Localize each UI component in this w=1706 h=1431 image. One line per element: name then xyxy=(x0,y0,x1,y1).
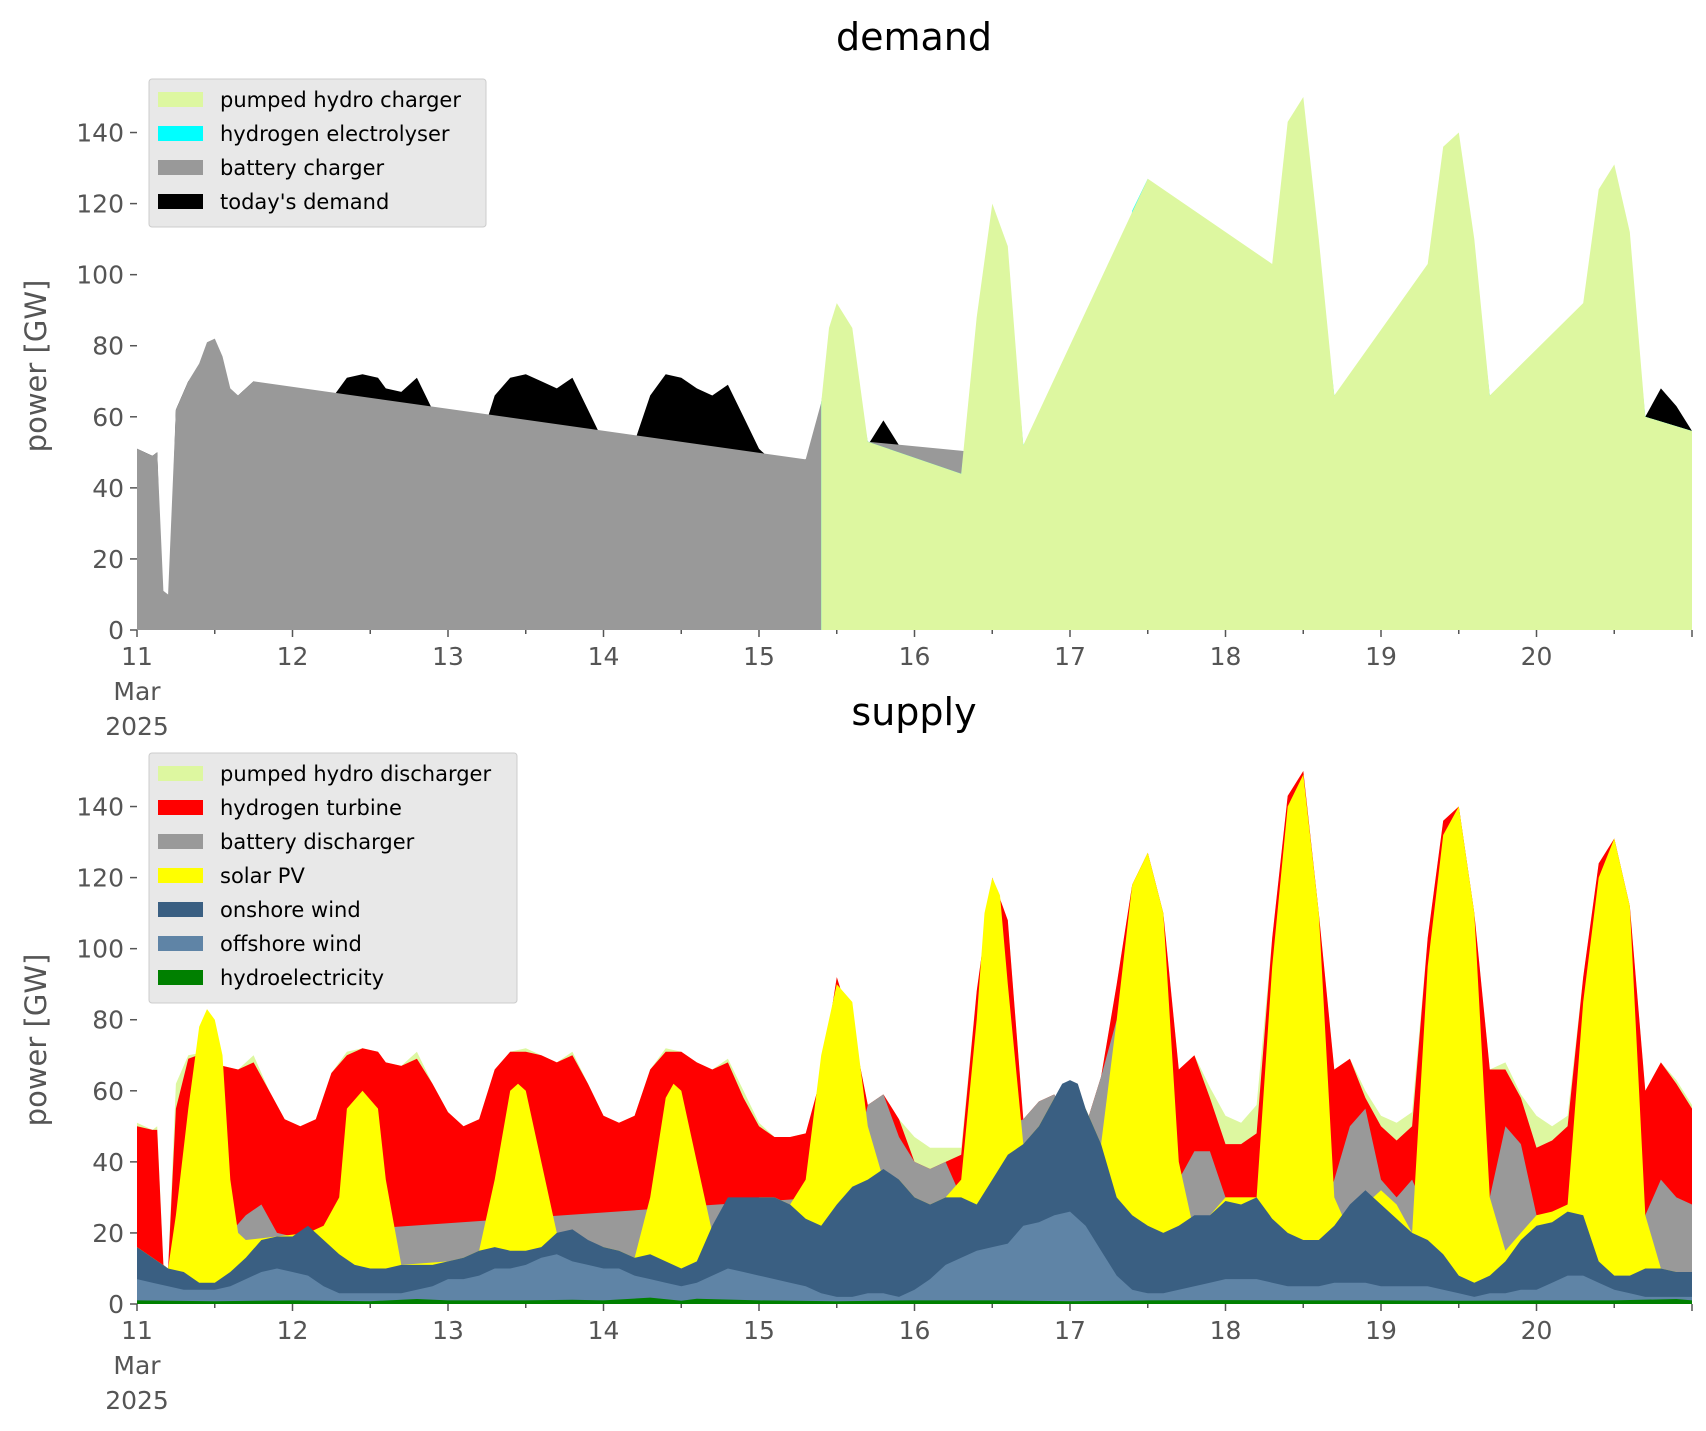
x-tick-label: 18 xyxy=(1210,642,1242,671)
y-tick-label: 80 xyxy=(92,1006,124,1035)
x-tick-label: 16 xyxy=(899,1316,931,1345)
legend-label-onshore-wind: onshore wind xyxy=(220,898,361,922)
x-tick-label: 17 xyxy=(1054,642,1086,671)
legend-swatch-onshore-wind xyxy=(158,902,203,917)
plot-area xyxy=(137,97,1692,630)
x-tick-label: 13 xyxy=(432,1316,464,1345)
y-axis-label: power [GW] xyxy=(19,954,53,1127)
y-axis-label: power [GW] xyxy=(19,280,53,453)
y-tick-label: 40 xyxy=(92,1148,124,1177)
legend-box xyxy=(148,752,518,1004)
x-tick-label: 20 xyxy=(1521,642,1553,671)
x-tick-label: 19 xyxy=(1365,1316,1397,1345)
y-tick-label: 120 xyxy=(76,190,124,219)
legend-label-pumped-hydro-discharger: pumped hydro discharger xyxy=(220,762,491,786)
x-tick-label: 20 xyxy=(1521,1316,1553,1345)
x-tick-year-label: 2025 xyxy=(105,712,169,741)
series-solar-pv-area xyxy=(137,774,1692,1304)
series-onshore-wind-area xyxy=(137,1080,1692,1304)
plot-area xyxy=(137,771,1692,1304)
x-tick-label: 18 xyxy=(1210,1316,1242,1345)
series-pumped-hydro-charger-area xyxy=(821,97,1692,630)
y-tick-label: 20 xyxy=(92,545,124,574)
axes: 0 20 40 60 80 100 120 140 11 Mar 2025 12 13 14 15 16 17 1… xyxy=(76,793,1693,1415)
y-tick-label: 100 xyxy=(76,261,124,290)
x-tick-label: 16 xyxy=(899,642,931,671)
x-tick-label: 13 xyxy=(432,642,464,671)
x-tick-label: 11 xyxy=(121,1316,153,1345)
y-tick-label: 0 xyxy=(108,1290,124,1319)
x-tick-label: 15 xyxy=(743,1316,775,1345)
legend-swatch-solar-pv xyxy=(158,868,203,883)
legend-swatch-hydrogen-electrolyser xyxy=(158,126,203,141)
y-tick-label: 40 xyxy=(92,474,124,503)
legend-swatch-offshore-wind xyxy=(158,936,203,951)
legend-label-offshore-wind: offshore wind xyxy=(220,932,362,956)
legend-swatch-today-s-demand xyxy=(158,194,203,209)
y-tick-label: 60 xyxy=(92,403,124,432)
x-tick-label: 14 xyxy=(588,1316,620,1345)
legend: pumped hydro charger hydrogen electrolyse… xyxy=(148,78,487,228)
legend-label-hydrogen-turbine: hydrogen turbine xyxy=(220,796,402,820)
supply-panel: supply power [GW] 0 20 40 60 80 100 120 140 11 Ma… xyxy=(19,690,1693,1415)
x-tick-label: 14 xyxy=(588,642,620,671)
x-tick-label: 12 xyxy=(277,1316,309,1345)
y-tick-label: 100 xyxy=(76,935,124,964)
axes: 0 20 40 60 80 100 120 140 11 Mar 2025 12 13 14 15 16 17 1… xyxy=(76,119,1693,741)
chart-title: supply xyxy=(851,690,976,734)
legend-swatch-pumped-hydro-charger xyxy=(158,92,203,107)
legend-label-hydrogen-electrolyser: hydrogen electrolyser xyxy=(220,122,450,146)
x-tick-month-label: Mar xyxy=(113,677,161,706)
series-hydroelectricity-area xyxy=(137,1297,1692,1304)
y-tick-label: 120 xyxy=(76,864,124,893)
y-tick-label: 140 xyxy=(76,119,124,148)
legend-label-battery-discharger: battery discharger xyxy=(220,830,415,854)
y-tick-label: 60 xyxy=(92,1077,124,1106)
y-tick-label: 0 xyxy=(108,616,124,645)
legend: pumped hydro discharger hydrogen turbine b… xyxy=(148,752,518,1004)
legend-box xyxy=(148,78,487,228)
y-tick-label: 20 xyxy=(92,1219,124,1248)
legend-swatch-pumped-hydro-discharger xyxy=(158,766,203,781)
legend-label-pumped-hydro-charger: pumped hydro charger xyxy=(220,88,461,112)
legend-label-solar-pv: solar PV xyxy=(220,864,305,888)
series-offshore-wind-area xyxy=(137,1211,1692,1304)
x-tick-label: 12 xyxy=(277,642,309,671)
x-tick-month-label: Mar xyxy=(113,1351,161,1380)
y-tick-label: 80 xyxy=(92,332,124,361)
legend-label-battery-charger: battery charger xyxy=(220,156,385,180)
legend-swatch-battery-charger xyxy=(158,160,203,175)
demand-panel: demand power [GW] 0 20 40 60 80 100 120 140 11 Ma… xyxy=(19,15,1693,741)
x-tick-year-label: 2025 xyxy=(105,1386,169,1415)
x-tick-label: 15 xyxy=(743,642,775,671)
x-tick-label: 19 xyxy=(1365,642,1397,671)
chart-title: demand xyxy=(836,15,992,59)
legend-swatch-battery-discharger xyxy=(158,834,203,849)
x-tick-label: 17 xyxy=(1054,1316,1086,1345)
legend-swatch-hydroelectricity xyxy=(158,970,203,985)
x-tick-label: 11 xyxy=(121,642,153,671)
legend-label-today-s-demand: today's demand xyxy=(220,190,389,214)
legend-label-hydroelectricity: hydroelectricity xyxy=(220,966,384,990)
legend-swatch-hydrogen-turbine xyxy=(158,800,203,815)
y-tick-label: 140 xyxy=(76,793,124,822)
